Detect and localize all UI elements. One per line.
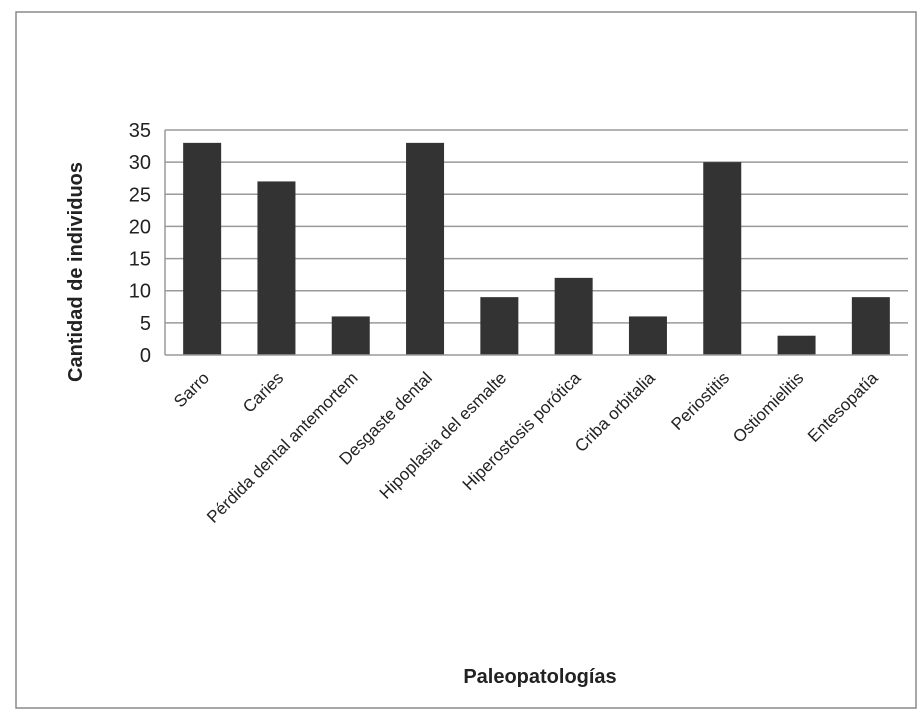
y-tick-labels: 0 5 10 15 20 25 30 35 — [129, 120, 151, 367]
y-tick-label: 35 — [129, 120, 151, 142]
axes — [164, 130, 908, 356]
chart-frame — [15, 11, 917, 709]
bar-8 — [777, 335, 816, 355]
bar-9 — [851, 297, 890, 355]
bar-0 — [183, 142, 222, 355]
bar-1 — [257, 181, 296, 355]
bar-2 — [331, 316, 370, 355]
x-axis-title: Paleopatologías — [463, 666, 616, 688]
y-tick-label: 15 — [129, 249, 151, 271]
y-tick-label: 5 — [140, 313, 151, 335]
y-tick-label: 20 — [129, 216, 151, 238]
bar-5 — [554, 277, 593, 355]
bar-7 — [703, 162, 742, 355]
y-tick-label: 25 — [129, 184, 151, 206]
bar-4 — [480, 297, 519, 355]
y-tick-label: 10 — [129, 281, 151, 303]
y-axis-title: Cantidad de individuos — [65, 162, 87, 382]
y-tick-label: 30 — [129, 152, 151, 174]
bar-6 — [628, 316, 667, 355]
y-tick-label: 0 — [140, 345, 151, 367]
bar-3 — [406, 142, 445, 355]
bars — [183, 142, 890, 355]
